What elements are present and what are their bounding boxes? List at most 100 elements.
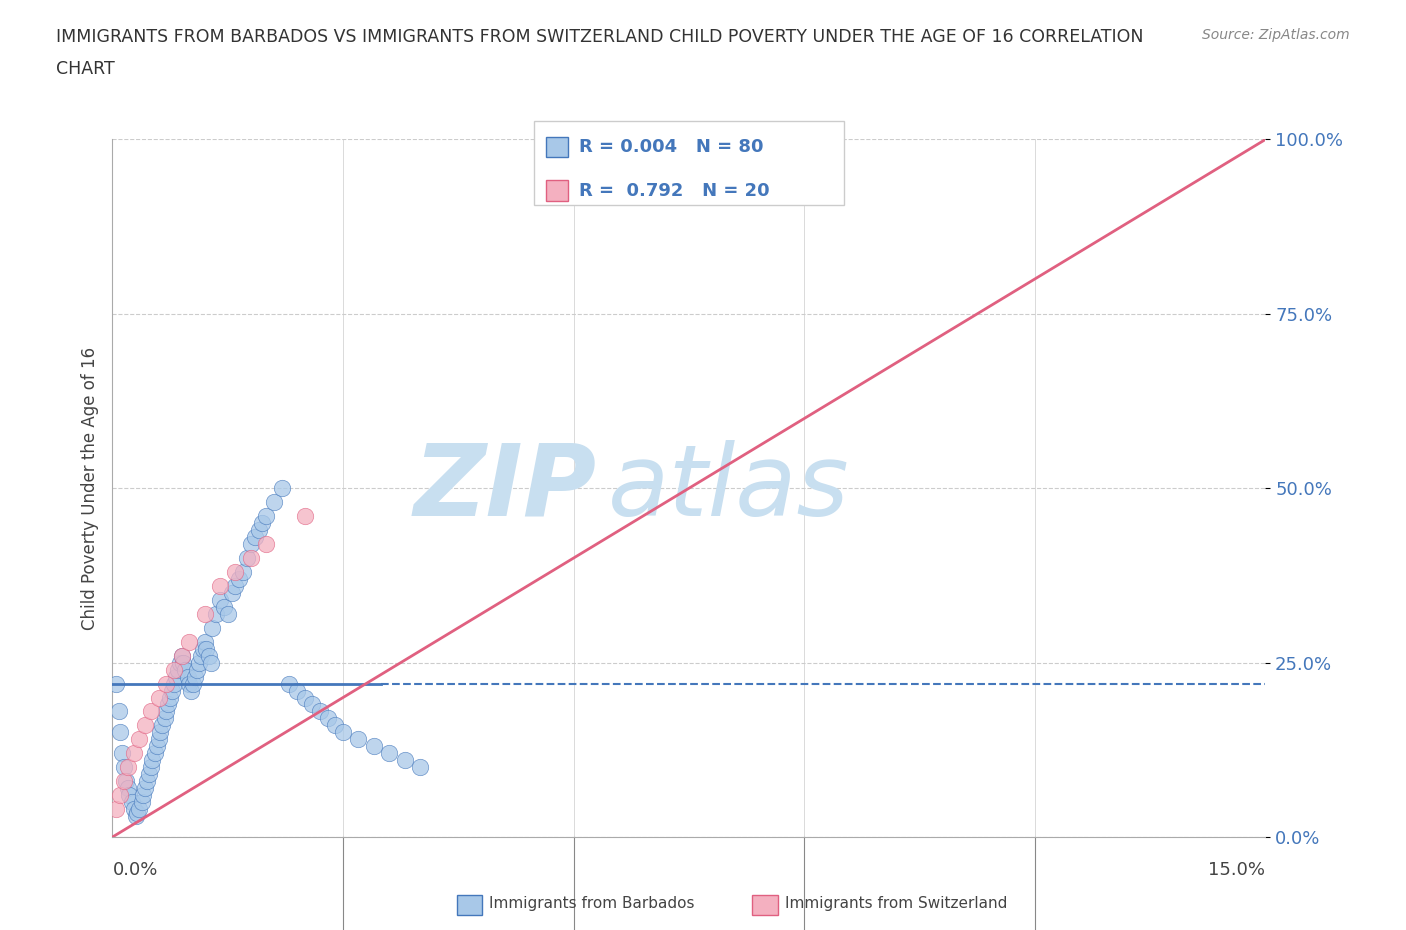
Point (156, 698, 179, 712)
Point (138, 766, 160, 781)
Point (239, 551, 262, 565)
Point (332, 725, 354, 740)
Point (325, 718, 347, 733)
Point (247, 523, 270, 538)
Point (263, 495, 285, 510)
Point (112, 760, 135, 775)
Point (111, 746, 134, 761)
Point (205, 606, 228, 621)
Point (301, 698, 323, 712)
Point (316, 711, 339, 726)
Point (122, 802, 145, 817)
Point (193, 642, 215, 657)
Point (141, 753, 163, 768)
Point (200, 656, 222, 671)
Point (159, 690, 181, 705)
Point (131, 794, 153, 809)
Point (146, 738, 169, 753)
Point (174, 662, 197, 677)
Point (117, 781, 139, 796)
Text: 15.0%: 15.0% (1208, 861, 1265, 880)
Point (186, 662, 208, 677)
Point (121, 794, 143, 809)
Point (243, 530, 266, 545)
Text: atlas: atlas (609, 440, 849, 537)
Point (112, 774, 135, 789)
Point (108, 788, 131, 803)
Point (294, 509, 316, 524)
Point (278, 676, 301, 691)
Point (194, 634, 217, 649)
Point (128, 802, 150, 817)
Text: Source: ZipAtlas.com: Source: ZipAtlas.com (1202, 28, 1350, 42)
Point (149, 725, 172, 740)
Point (107, 704, 129, 719)
Point (285, 683, 308, 698)
Text: R = 0.004   N = 80: R = 0.004 N = 80 (579, 138, 763, 156)
Point (239, 537, 262, 551)
Point (181, 676, 204, 691)
Point (184, 670, 207, 684)
Point (236, 551, 259, 565)
Point (170, 648, 193, 663)
Point (197, 648, 219, 663)
Text: IMMIGRANTS FROM BARBADOS VS IMMIGRANTS FROM SWITZERLAND CHILD POVERTY UNDER THE : IMMIGRANTS FROM BARBADOS VS IMMIGRANTS F… (56, 28, 1143, 46)
Point (209, 578, 232, 593)
Point (124, 809, 146, 824)
Point (153, 711, 176, 726)
Point (139, 704, 162, 719)
Point (170, 648, 193, 663)
Point (254, 537, 277, 551)
Point (194, 606, 217, 621)
Point (409, 760, 432, 775)
Y-axis label: Child Poverty Under the Age of 16: Child Poverty Under the Age of 16 (80, 347, 98, 630)
Point (224, 578, 246, 593)
Point (294, 690, 316, 705)
Point (105, 802, 128, 817)
Point (163, 662, 186, 677)
Point (118, 788, 141, 803)
Point (232, 565, 254, 579)
Point (187, 656, 209, 671)
Text: R =  0.792   N = 20: R = 0.792 N = 20 (579, 181, 770, 200)
Point (117, 760, 139, 775)
Point (134, 781, 156, 796)
Point (169, 656, 191, 671)
Point (179, 676, 201, 691)
Text: ZIP: ZIP (413, 440, 596, 537)
Point (166, 662, 188, 677)
Point (201, 620, 224, 635)
Point (155, 704, 177, 719)
Point (224, 565, 246, 579)
Point (209, 592, 232, 607)
Point (179, 634, 201, 649)
Point (115, 774, 138, 789)
Point (143, 746, 166, 761)
Point (177, 670, 200, 684)
Point (139, 760, 162, 775)
Point (105, 676, 128, 691)
Point (163, 676, 186, 691)
Point (195, 642, 218, 657)
Text: CHART: CHART (56, 60, 115, 78)
Point (378, 746, 401, 761)
Point (128, 732, 150, 747)
Point (148, 732, 170, 747)
Point (252, 515, 274, 530)
Point (347, 732, 370, 747)
Point (136, 774, 159, 789)
Point (270, 481, 292, 496)
Point (221, 586, 243, 601)
Point (125, 805, 148, 820)
Point (148, 690, 170, 705)
Point (212, 600, 235, 615)
Point (108, 725, 131, 740)
Point (394, 753, 416, 768)
Point (132, 788, 155, 803)
Point (228, 571, 250, 587)
Point (180, 683, 202, 698)
Point (309, 704, 332, 719)
Point (134, 718, 156, 733)
Text: 0.0%: 0.0% (112, 861, 157, 880)
Point (363, 738, 385, 753)
